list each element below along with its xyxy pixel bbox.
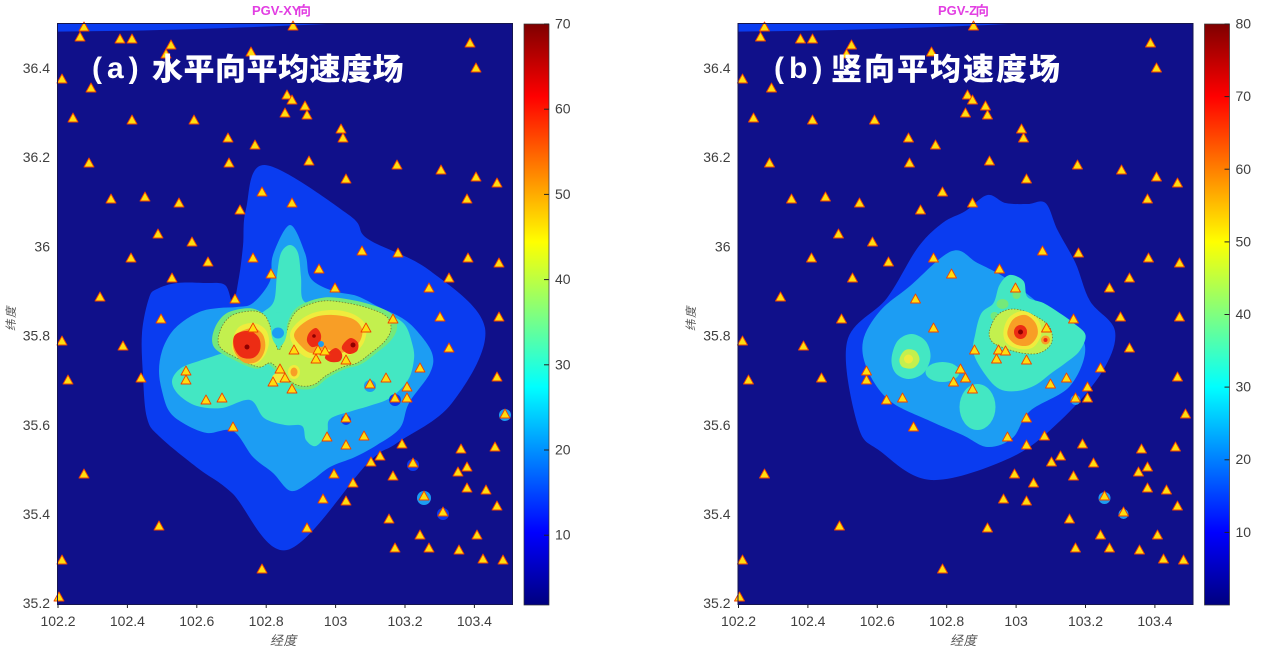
svg-text:35.8: 35.8 (703, 328, 730, 344)
svg-text:102.8: 102.8 (249, 613, 284, 629)
svg-text:36: 36 (715, 238, 731, 254)
svg-text:36.4: 36.4 (703, 60, 730, 76)
svg-text:35.4: 35.4 (703, 506, 730, 522)
svg-text:103.2: 103.2 (387, 613, 422, 629)
svg-text:35.2: 35.2 (23, 595, 50, 611)
svg-text:20: 20 (555, 442, 571, 458)
svg-text:102.4: 102.4 (790, 613, 825, 629)
svg-text:30: 30 (555, 356, 571, 372)
svg-text:35.4: 35.4 (23, 506, 50, 522)
svg-text:10: 10 (1236, 524, 1252, 540)
svg-text:102.2: 102.2 (721, 613, 756, 629)
svg-text:103: 103 (324, 613, 348, 629)
svg-text:103.4: 103.4 (457, 613, 492, 629)
svg-text:102.4: 102.4 (110, 613, 145, 629)
svg-text:50: 50 (1236, 233, 1252, 249)
svg-text:36.2: 36.2 (703, 149, 730, 165)
svg-text:35.2: 35.2 (703, 595, 730, 611)
svg-text:40: 40 (1236, 306, 1252, 322)
svg-text:103.2: 103.2 (1068, 613, 1103, 629)
svg-text:102.6: 102.6 (179, 613, 214, 629)
svg-text:80: 80 (1236, 16, 1252, 32)
svg-text:PGV-XY: PGV-XY (252, 3, 301, 18)
svg-text:36.4: 36.4 (23, 60, 50, 76)
svg-text:36: 36 (34, 238, 50, 254)
svg-text:70: 70 (555, 16, 571, 32)
svg-text:30: 30 (1236, 379, 1252, 395)
svg-text:50: 50 (555, 186, 571, 202)
svg-text:40: 40 (555, 271, 571, 287)
svg-text:70: 70 (1236, 88, 1252, 104)
svg-text:102.6: 102.6 (860, 613, 895, 629)
svg-text:(b): (b) (774, 52, 827, 85)
svg-text:20: 20 (1236, 451, 1252, 467)
svg-text:103.4: 103.4 (1137, 613, 1172, 629)
svg-text:PGV-Z: PGV-Z (938, 3, 977, 18)
svg-text:103: 103 (1004, 613, 1028, 629)
svg-text:102.2: 102.2 (40, 613, 75, 629)
svg-text:(a): (a) (92, 52, 144, 85)
svg-text:60: 60 (555, 101, 571, 117)
svg-text:102.8: 102.8 (929, 613, 964, 629)
svg-text:10: 10 (555, 527, 571, 543)
svg-text:35.8: 35.8 (23, 328, 50, 344)
svg-text:60: 60 (1236, 161, 1252, 177)
svg-text:35.6: 35.6 (703, 417, 730, 433)
svg-text:36.2: 36.2 (23, 149, 50, 165)
svg-text:35.6: 35.6 (23, 417, 50, 433)
